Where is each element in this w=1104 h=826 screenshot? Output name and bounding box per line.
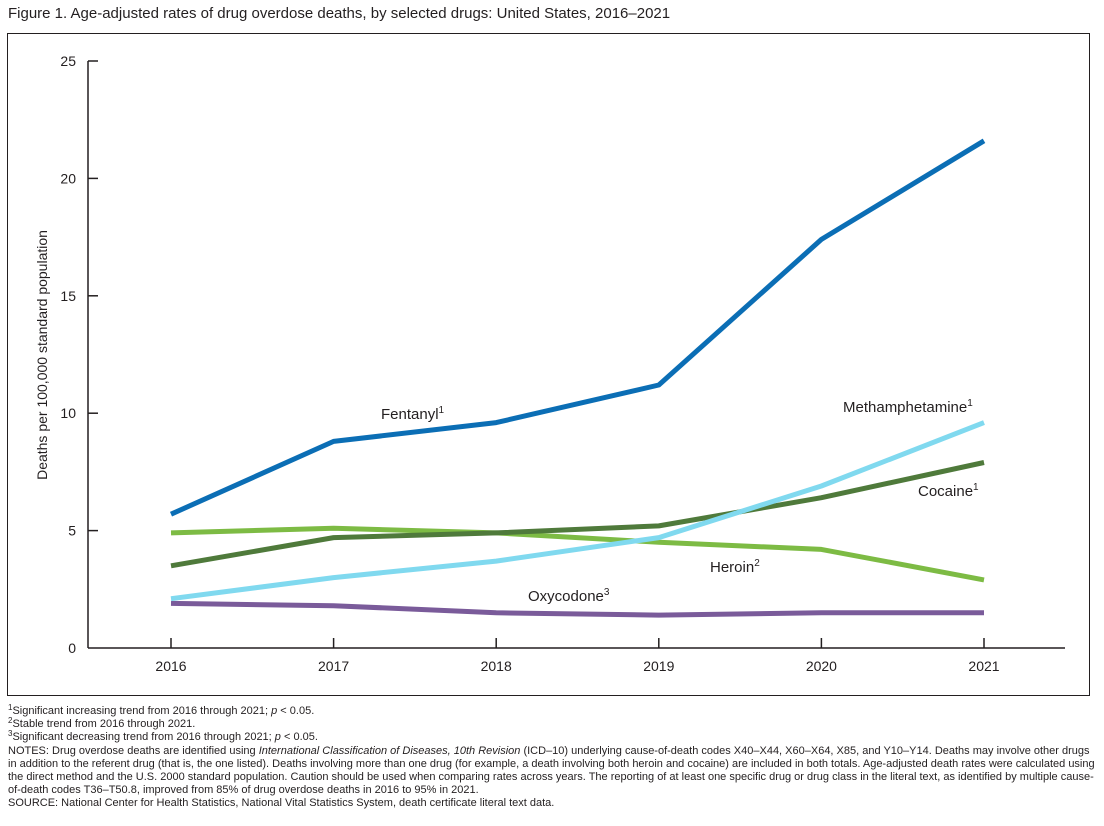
y-tick-label: 0 <box>68 640 76 656</box>
series-label-cocaine: Cocaine1 <box>918 482 979 500</box>
y-tick-label: 15 <box>60 288 76 304</box>
chart-notes: 1Significant increasing trend from 2016 … <box>8 703 1098 811</box>
series-label-heroin: Heroin2 <box>710 558 760 576</box>
chart-frame <box>7 33 1090 696</box>
source-line: SOURCE: National Center for Health Stati… <box>8 797 555 810</box>
footnote-3: 3Significant decreasing trend from 2016 … <box>8 729 318 744</box>
series-line-cocaine <box>170 460 985 569</box>
series-label-fentanyl: Fentanyl1 <box>381 405 445 423</box>
x-tick-label: 2021 <box>968 658 999 674</box>
y-tick-label: 20 <box>60 170 76 186</box>
footnote-2: 2Stable trend from 2016 through 2021. <box>8 716 196 731</box>
x-tick-label: 2016 <box>155 658 186 674</box>
series-line-fentanyl <box>169 138 986 517</box>
figure-title: Figure 1. Age-adjusted rates of drug ove… <box>8 5 671 22</box>
y-tick-label: 5 <box>68 523 76 539</box>
x-tick-label: 2017 <box>318 658 349 674</box>
x-tick-label: 2019 <box>643 658 674 674</box>
series-line-heroin <box>170 525 985 583</box>
y-tick-label: 25 <box>60 53 76 69</box>
series-line-methamphetamine <box>170 420 985 602</box>
x-tick-label: 2020 <box>806 658 837 674</box>
footnote-1: 1Significant increasing trend from 2016 … <box>8 703 315 718</box>
x-tick-label: 2018 <box>481 658 512 674</box>
y-axis-label: Deaths per 100,000 standard population <box>34 230 50 480</box>
notes-paragraph: NOTES: Drug overdose deaths are identifi… <box>8 744 1095 797</box>
series-label-methamphetamine: Methamphetamine1 <box>843 398 973 416</box>
line-chart: 0 5 10 15 20 25 2016 2017 2018 2019 2020 2021 Deaths… <box>34 53 1065 674</box>
series-line-oxycodone <box>170 600 984 618</box>
y-tick-label: 10 <box>60 405 76 421</box>
series-label-oxycodone: Oxycodone3 <box>528 587 610 605</box>
